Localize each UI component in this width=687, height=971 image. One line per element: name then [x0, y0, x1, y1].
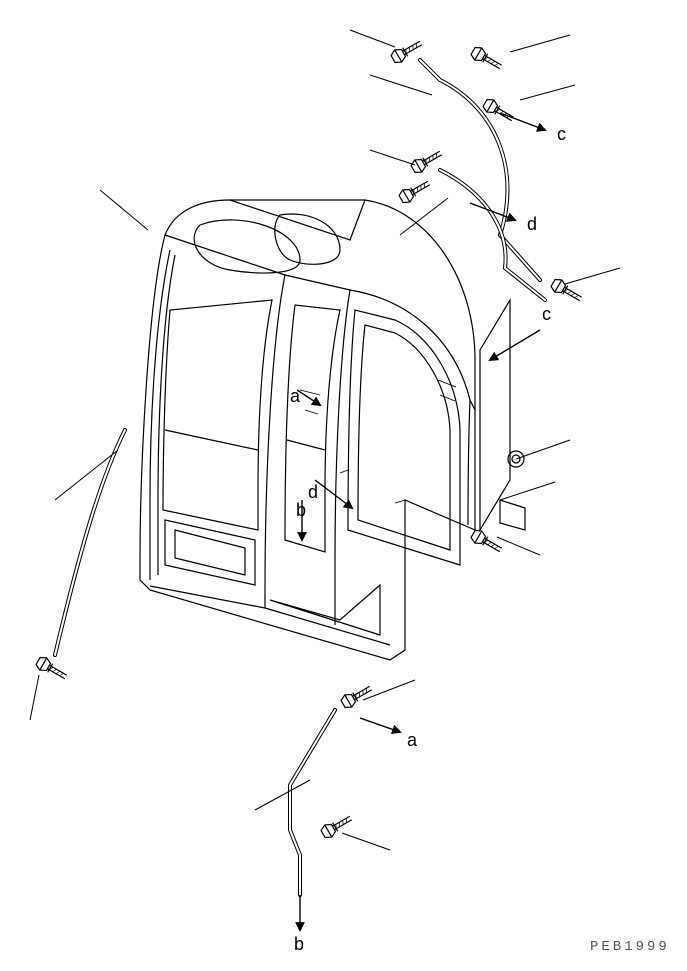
- arrow-c-upper: c: [500, 113, 566, 144]
- bolt: [470, 45, 505, 73]
- lower-tube-ab: [290, 710, 335, 895]
- label-b: b: [294, 934, 304, 954]
- label-b: b: [296, 500, 306, 520]
- label-d: d: [527, 214, 537, 234]
- label-c: c: [542, 304, 551, 324]
- arrow-c-mid: c: [490, 304, 551, 360]
- left-tube: [55, 430, 125, 655]
- cab-frame: [140, 200, 475, 660]
- right-plate: [480, 300, 525, 530]
- label-a: a: [290, 386, 301, 406]
- upper-tube-d: [440, 170, 545, 300]
- label-d: d: [308, 482, 318, 502]
- bolt: [470, 528, 505, 556]
- label-a: a: [407, 730, 418, 750]
- arrow-b-mid: b: [296, 500, 306, 540]
- arrow-a-mid: a: [290, 386, 320, 406]
- bolt: [35, 655, 70, 683]
- bolt: [398, 177, 433, 205]
- bolt: [340, 682, 375, 710]
- arrow-a-lower: a: [360, 718, 418, 750]
- label-c: c: [557, 124, 566, 144]
- arrow-d-mid: d: [308, 480, 352, 508]
- watermark: PEB1999: [590, 939, 670, 955]
- arrow-b-lower: b: [294, 895, 304, 954]
- bolt: [550, 277, 585, 305]
